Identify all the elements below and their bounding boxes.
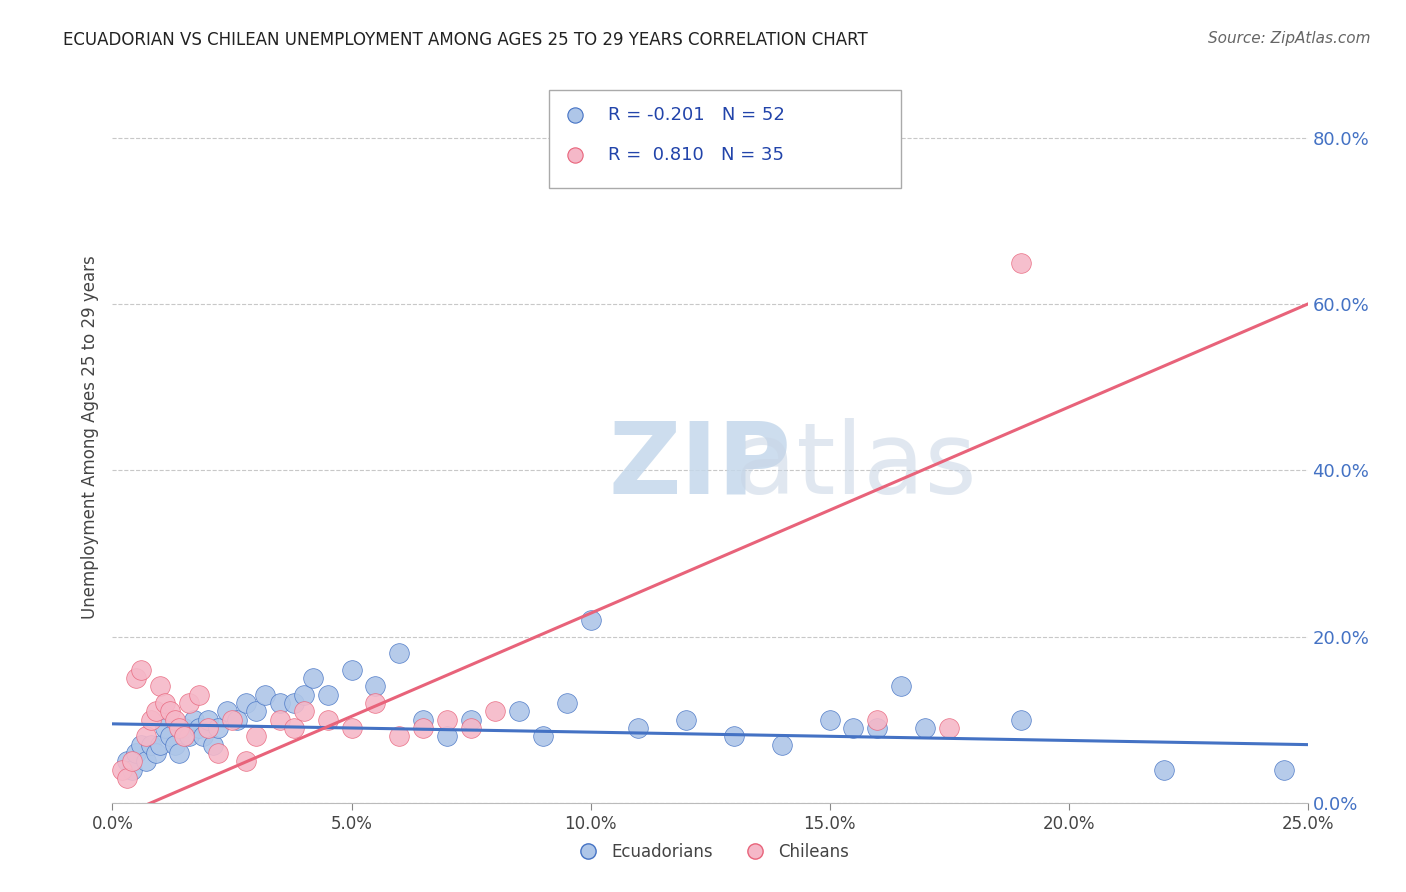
Point xyxy=(316,688,339,702)
Point xyxy=(866,713,889,727)
Point xyxy=(283,696,305,710)
Point xyxy=(169,746,191,760)
Point xyxy=(121,754,143,768)
Point xyxy=(245,705,267,719)
Y-axis label: Unemployment Among Ages 25 to 29 years: Unemployment Among Ages 25 to 29 years xyxy=(80,255,98,619)
Point xyxy=(115,754,138,768)
Point xyxy=(193,729,215,743)
Point xyxy=(914,721,936,735)
Point xyxy=(111,763,134,777)
Point xyxy=(508,705,530,719)
Point xyxy=(159,729,181,743)
Point xyxy=(436,713,458,727)
Point xyxy=(412,721,434,735)
Text: ECUADORIAN VS CHILEAN UNEMPLOYMENT AMONG AGES 25 TO 29 YEARS CORRELATION CHART: ECUADORIAN VS CHILEAN UNEMPLOYMENT AMONG… xyxy=(63,31,868,49)
Point xyxy=(173,729,195,743)
Point xyxy=(388,729,411,743)
Point xyxy=(484,705,506,719)
Point xyxy=(340,721,363,735)
Text: Source: ZipAtlas.com: Source: ZipAtlas.com xyxy=(1208,31,1371,46)
Point xyxy=(555,696,578,710)
Point xyxy=(292,688,315,702)
Point xyxy=(269,713,291,727)
Point xyxy=(187,721,209,735)
Point xyxy=(890,680,912,694)
Point xyxy=(153,721,176,735)
Point xyxy=(139,738,162,752)
Point xyxy=(149,680,172,694)
Point xyxy=(302,671,325,685)
Text: atlas: atlas xyxy=(609,417,977,515)
Point xyxy=(627,721,650,735)
Point xyxy=(173,721,195,735)
Point xyxy=(675,713,697,727)
Point xyxy=(163,738,186,752)
Point xyxy=(125,746,148,760)
Point xyxy=(139,713,162,727)
Point xyxy=(235,696,257,710)
Point xyxy=(579,613,602,627)
Point xyxy=(388,646,411,660)
Point xyxy=(364,696,387,710)
Point xyxy=(818,713,841,727)
Point xyxy=(460,713,482,727)
Point xyxy=(129,663,152,677)
Point xyxy=(153,696,176,710)
Point xyxy=(531,729,554,743)
Point xyxy=(254,688,277,702)
Point xyxy=(842,721,865,735)
Point xyxy=(292,705,315,719)
Point xyxy=(125,671,148,685)
Point xyxy=(201,738,224,752)
Point xyxy=(436,729,458,743)
Point xyxy=(159,705,181,719)
Point xyxy=(364,680,387,694)
Point xyxy=(770,738,793,752)
Point xyxy=(1010,713,1032,727)
Point xyxy=(145,705,167,719)
Point xyxy=(340,663,363,677)
Point xyxy=(135,729,157,743)
Point xyxy=(1272,763,1295,777)
Point xyxy=(460,721,482,735)
Point xyxy=(938,721,960,735)
Point xyxy=(1153,763,1175,777)
Point xyxy=(183,713,205,727)
Point xyxy=(283,721,305,735)
Point xyxy=(135,754,157,768)
Point xyxy=(163,713,186,727)
Point xyxy=(187,688,209,702)
Point xyxy=(207,721,229,735)
Point xyxy=(145,746,167,760)
Point xyxy=(129,738,152,752)
FancyBboxPatch shape xyxy=(548,90,901,188)
Point xyxy=(177,729,200,743)
Point xyxy=(235,754,257,768)
Point xyxy=(269,696,291,710)
Legend: Ecuadorians, Chileans: Ecuadorians, Chileans xyxy=(565,837,855,868)
Point xyxy=(115,771,138,785)
Point xyxy=(169,721,191,735)
Point xyxy=(245,729,267,743)
Text: R = -0.201   N = 52: R = -0.201 N = 52 xyxy=(609,106,786,124)
Point xyxy=(197,713,219,727)
Point xyxy=(866,721,889,735)
Text: ZIP: ZIP xyxy=(609,417,792,515)
Point xyxy=(723,729,745,743)
Point xyxy=(149,738,172,752)
Point xyxy=(221,713,243,727)
Point xyxy=(316,713,339,727)
Point xyxy=(1010,255,1032,269)
Point xyxy=(207,746,229,760)
Text: R =  0.810   N = 35: R = 0.810 N = 35 xyxy=(609,146,785,164)
Point xyxy=(412,713,434,727)
Point xyxy=(121,763,143,777)
Point xyxy=(225,713,247,727)
Point xyxy=(217,705,239,719)
Point xyxy=(177,696,200,710)
Point xyxy=(197,721,219,735)
